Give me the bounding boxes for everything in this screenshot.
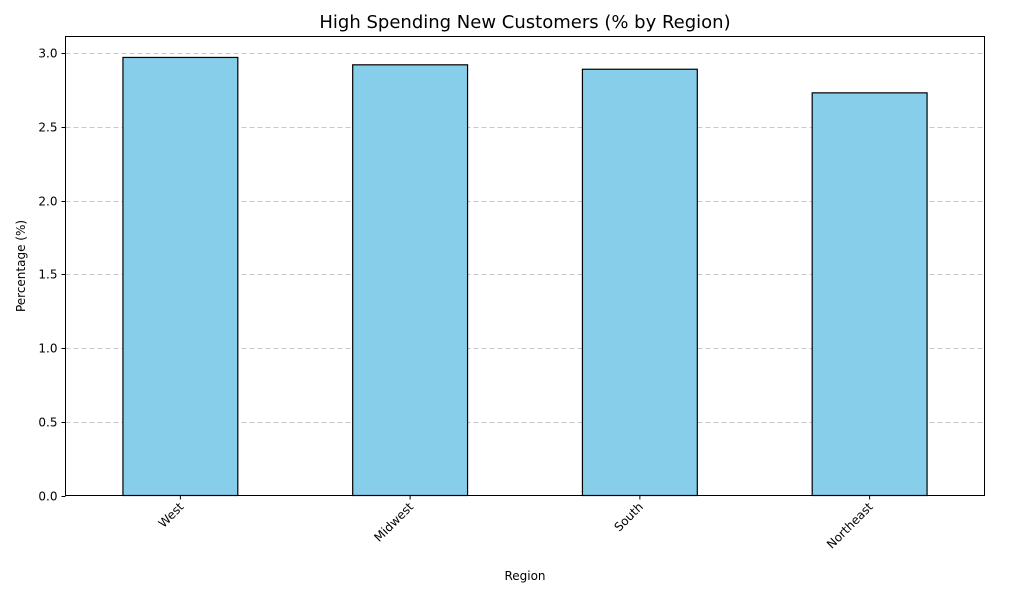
y-tick-label: 2.5 — [38, 121, 57, 135]
bar-midwest — [352, 64, 469, 497]
x-tick-label: Midwest — [371, 500, 416, 545]
bar-west — [122, 56, 239, 497]
y-tick-label: 2.0 — [38, 195, 57, 209]
y-axis-ticks: 0.0 0.5 1.0 1.5 2.0 2.5 3.0 — [38, 47, 66, 504]
y-tick-label: 3.0 — [38, 47, 57, 61]
y-tick-label: 0.0 — [38, 490, 57, 504]
y-tick-label: 1.5 — [38, 268, 57, 282]
plot-area-frame — [65, 36, 985, 496]
x-axis-label: Region — [504, 569, 545, 583]
x-tick-label: Northeast — [824, 500, 876, 552]
bars — [122, 56, 928, 497]
chart-title: High Spending New Customers (% by Region… — [319, 12, 730, 33]
bar-south — [581, 68, 698, 497]
x-tick-label: South — [611, 500, 646, 535]
x-tick-label: West — [156, 500, 187, 531]
y-tick-label: 0.5 — [38, 416, 57, 430]
bar-northeast — [811, 92, 928, 497]
x-axis-ticks: West Midwest South Northeast — [156, 495, 876, 552]
y-tick-label: 1.0 — [38, 342, 57, 356]
y-axis-label: Percentage (%) — [14, 220, 28, 312]
